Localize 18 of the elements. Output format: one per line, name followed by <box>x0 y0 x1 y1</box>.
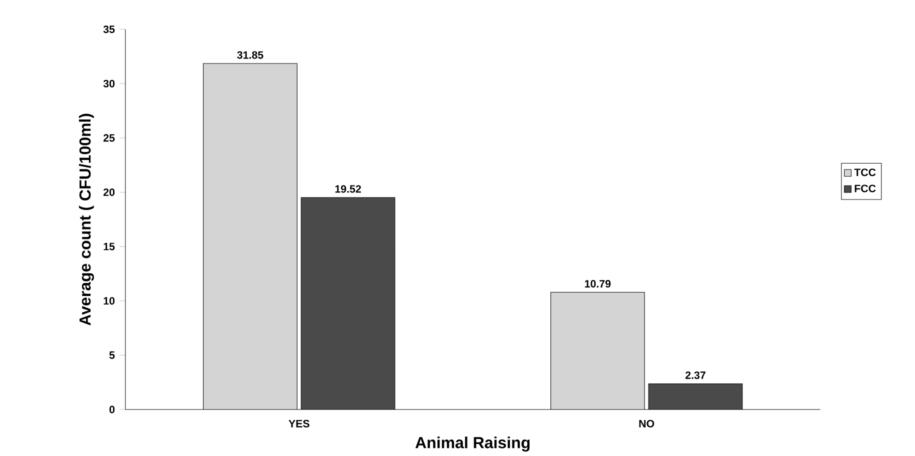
y-tick-label: 5 <box>109 351 115 359</box>
y-tick-label: 15 <box>104 242 115 250</box>
legend-label: FCC <box>854 184 876 192</box>
x-axis-title: Animal Raising <box>415 436 530 452</box>
data-label: 19.52 <box>335 185 361 193</box>
x-tick-label: NO <box>639 420 654 428</box>
y-tick-label: 30 <box>103 80 115 88</box>
y-tick-label: 20 <box>103 188 115 196</box>
x-tick-label: YES <box>288 420 310 428</box>
legend-label: TCC <box>854 168 876 176</box>
data-label: 10.79 <box>584 280 611 288</box>
y-axis-title: Average count ( CFU/100ml) <box>78 114 94 326</box>
data-label: 2.37 <box>685 371 706 380</box>
data-label: 31.85 <box>237 51 264 59</box>
y-tick-label: 0 <box>109 406 115 414</box>
y-tick-label: 10 <box>104 297 115 305</box>
y-tick-label: 35 <box>103 26 115 34</box>
y-tick-label: 25 <box>103 134 115 142</box>
